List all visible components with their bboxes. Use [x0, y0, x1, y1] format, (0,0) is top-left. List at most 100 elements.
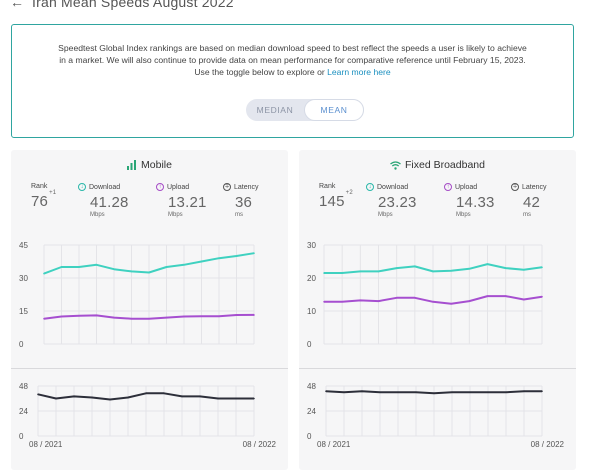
download-point: [130, 270, 133, 273]
fixed-panel-title: Fixed Broadband: [299, 159, 576, 171]
upload-point: [148, 317, 150, 320]
info-line-2: in a market. We will also continue to pr…: [59, 55, 526, 65]
arrow-left-icon[interactable]: ←: [10, 0, 24, 10]
mobile-download: ↓ Download 41.28 Mbps: [78, 183, 129, 218]
download-point: [323, 272, 325, 274]
download-point: [113, 268, 115, 270]
y-tick-label: 0: [307, 432, 312, 441]
wifi-icon: [390, 160, 401, 170]
latency-point: [73, 395, 75, 398]
download-point: [341, 272, 343, 274]
latency-point: [541, 390, 543, 393]
page-title: Iran Mean Speeds August 2022: [32, 0, 234, 10]
latency-value: 36: [235, 194, 253, 211]
download-point: [235, 255, 238, 257]
download-unit: Mbps: [90, 212, 105, 218]
info-line-3: Use the toggle below to explore or Learn…: [24, 66, 561, 78]
fixed-broadband-panel: Fixed Broadband Rank 145+2 ↓ Download 23.…: [299, 150, 576, 470]
download-arrow-icon: ↓: [78, 183, 86, 191]
latency-point: [55, 397, 57, 400]
learn-more-link[interactable]: Learn more here: [327, 67, 391, 77]
download-point: [43, 272, 45, 275]
latency-point: [181, 395, 183, 398]
y-tick-label: 45: [19, 241, 28, 250]
upload-unit: Mbps: [168, 212, 183, 218]
upload-point: [200, 315, 203, 318]
info-text: Speedtest Global Index rankings are base…: [24, 42, 561, 78]
chart-divider: [11, 368, 288, 369]
latency-point: [145, 392, 147, 395]
latency-point: [523, 390, 525, 393]
download-point: [468, 267, 471, 270]
upload-point: [468, 300, 471, 302]
upload-arrow-icon: ↑: [444, 183, 452, 191]
upload-point: [60, 315, 63, 318]
download-point: [183, 264, 185, 266]
upload-point: [341, 300, 343, 303]
download-point: [450, 269, 452, 272]
upload-point: [414, 297, 416, 299]
fixed-latency-chart: 0 24 48 08 / 2021 08 / 2022: [307, 382, 565, 449]
mobile-speed-chart: 0 15 30 45: [19, 241, 255, 349]
latency-label-text: Latency: [234, 183, 259, 191]
y-tick-label: 10: [307, 307, 316, 316]
latency-clock-icon: ∓: [511, 183, 519, 191]
latency-point: [127, 396, 129, 399]
latency-point: [433, 392, 435, 395]
y-tick-label: 24: [307, 407, 316, 416]
upload-unit: Mbps: [456, 212, 471, 218]
latency-point: [469, 391, 471, 394]
latency-point: [379, 391, 381, 394]
latency-point: [487, 391, 489, 394]
download-arrow-icon: ↓: [366, 183, 374, 191]
signal-bars-icon: [127, 160, 137, 170]
download-point: [165, 266, 168, 268]
download-label: ↓ Download: [78, 183, 129, 191]
latency-point: [163, 392, 165, 395]
upload-point: [113, 316, 115, 319]
upload-point: [450, 302, 452, 305]
median-mean-toggle[interactable]: MEDIAN MEAN: [246, 99, 364, 121]
x-tick-label-end: 08 / 2022: [531, 440, 565, 449]
rank-label: Rank: [319, 183, 336, 190]
mobile-panel-title: Mobile: [11, 159, 288, 171]
latency-point: [253, 397, 255, 400]
download-label: ↓ Download: [366, 183, 417, 191]
y-tick-label: 48: [19, 382, 28, 391]
upload-label-text: Upload: [455, 183, 478, 191]
latency-label: ∓ Latency: [223, 183, 259, 191]
download-point: [218, 257, 220, 259]
download-point: [253, 252, 255, 254]
upload-value: 13.21: [168, 194, 207, 211]
upload-point: [78, 315, 80, 317]
toggle-mean[interactable]: MEAN: [304, 99, 364, 121]
y-tick-label: 0: [19, 432, 24, 441]
fixed-download: ↓ Download 23.23 Mbps: [366, 183, 417, 218]
mobile-title-text: Mobile: [141, 159, 172, 171]
y-tick-label: 24: [19, 407, 28, 416]
rank-change: +2: [345, 190, 353, 196]
download-point: [60, 266, 63, 268]
latency-point: [91, 396, 93, 399]
upload-point: [486, 295, 489, 297]
download-point: [200, 260, 203, 263]
rank-value: 76: [31, 193, 49, 210]
upload-point: [183, 315, 185, 318]
download-point: [523, 268, 525, 271]
fixed-stats: Rank 145+2 ↓ Download 23.23 Mbps ↑ Upload …: [299, 183, 576, 228]
latency-point: [217, 397, 219, 400]
latency-point: [361, 390, 363, 393]
toggle-median[interactable]: MEDIAN: [256, 105, 294, 115]
rank-label: Rank: [31, 183, 48, 190]
upload-point: [432, 300, 434, 303]
download-point: [148, 271, 150, 274]
upload-arrow-icon: ↑: [156, 183, 164, 191]
upload-label: ↑ Upload: [444, 183, 495, 191]
latency-point: [415, 391, 417, 394]
download-value: 41.28: [90, 194, 129, 211]
upload-point: [523, 298, 525, 301]
rank-value-wrap: 145+2: [319, 190, 353, 210]
latency-point: [451, 391, 453, 394]
download-point: [432, 270, 434, 273]
y-tick-label: 0: [307, 340, 312, 349]
